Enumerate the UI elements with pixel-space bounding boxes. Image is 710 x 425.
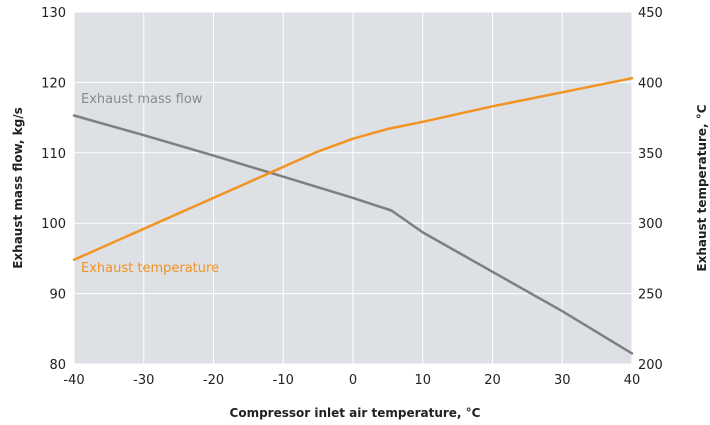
series-line-exhaust-mass-flow bbox=[72, 114, 634, 355]
x-tick-label: -20 bbox=[203, 373, 224, 388]
x-tick-label: -30 bbox=[133, 373, 154, 388]
left-tick-label: 130 bbox=[41, 6, 66, 21]
right-axis-title: Exhaust temperature, °C bbox=[695, 104, 709, 271]
left-tick-label: 90 bbox=[49, 288, 66, 303]
x-tick-label: 30 bbox=[554, 373, 571, 388]
left-axis-ticks: 80 90 100 110 120 130 bbox=[41, 6, 66, 373]
grid-lines bbox=[73, 11, 633, 365]
series-lines bbox=[72, 76, 634, 355]
right-tick-label: 300 bbox=[638, 217, 663, 232]
right-tick-label: 200 bbox=[638, 358, 663, 373]
left-tick-label: 110 bbox=[41, 147, 66, 162]
left-tick-label: 80 bbox=[49, 358, 66, 373]
left-axis-title: Exhaust mass flow, kg/s bbox=[11, 107, 25, 269]
x-tick-label: -10 bbox=[273, 373, 294, 388]
right-tick-label: 250 bbox=[638, 288, 663, 303]
x-tick-label: 20 bbox=[484, 373, 501, 388]
right-tick-label: 450 bbox=[638, 6, 663, 21]
x-tick-label: 0 bbox=[349, 373, 357, 388]
right-axis-ticks: 200 250 300 350 400 450 bbox=[638, 6, 663, 373]
left-tick-label: 120 bbox=[41, 76, 66, 91]
series-label-exhaust-temperature: Exhaust temperature bbox=[81, 261, 219, 276]
left-tick-label: 100 bbox=[41, 217, 66, 232]
x-tick-label: -40 bbox=[63, 373, 84, 388]
series-line-exhaust-temperature bbox=[72, 76, 634, 262]
x-axis-title: Compressor inlet air temperature, °C bbox=[230, 406, 481, 420]
right-tick-label: 400 bbox=[638, 76, 663, 91]
x-tick-label: 10 bbox=[414, 373, 431, 388]
series-label-exhaust-mass-flow: Exhaust mass flow bbox=[81, 92, 203, 107]
right-tick-label: 350 bbox=[638, 147, 663, 162]
x-tick-label: 40 bbox=[624, 373, 641, 388]
x-axis-ticks: -40 -30 -20 -10 0 10 20 30 40 bbox=[63, 373, 640, 388]
